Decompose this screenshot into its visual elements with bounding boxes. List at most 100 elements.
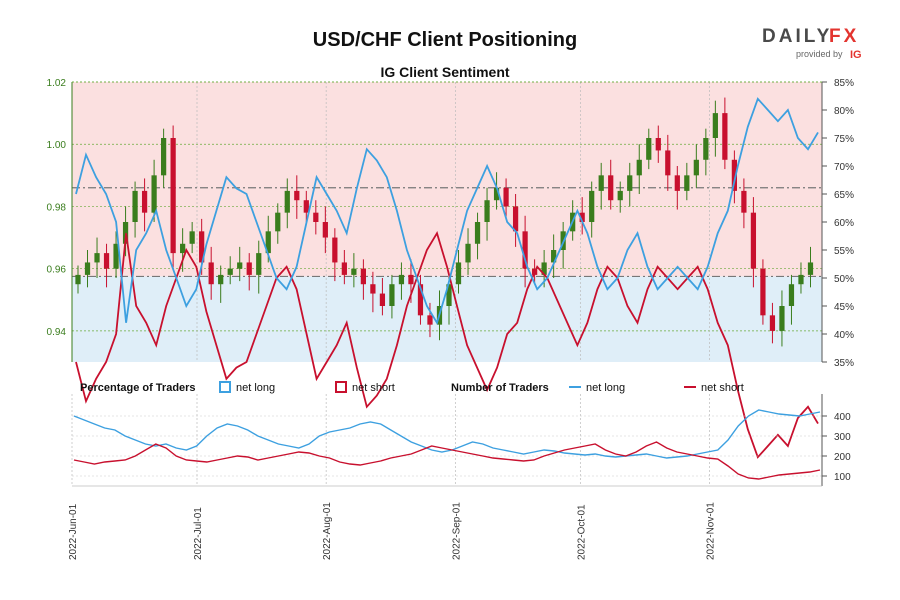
candle-body <box>113 243 119 269</box>
candle-body <box>379 293 386 306</box>
logo-ig: IG <box>850 49 862 61</box>
y-right-tick-label: 65% <box>834 190 854 201</box>
x-tick-label: 2022-Jun-01 <box>68 503 79 560</box>
x-tick-label: 2022-Sep-01 <box>451 502 462 560</box>
candle-body <box>646 138 652 160</box>
x-tick-label: 2022-Jul-01 <box>193 507 204 560</box>
candle-body <box>655 138 661 151</box>
candle-body <box>503 187 509 207</box>
candle-body <box>627 175 633 191</box>
price-candles <box>75 97 814 347</box>
legend-pct-long-label: net long <box>236 382 275 394</box>
candle-body <box>598 175 604 191</box>
candle-body <box>712 113 718 138</box>
candle-body <box>160 138 167 176</box>
pct-net-short-line <box>75 230 819 459</box>
legend-pct-header: Percentage of Traders <box>80 382 196 394</box>
legend-pct-long-swatch <box>219 381 231 393</box>
candle-body <box>227 268 233 275</box>
y-right-tick-label: 55% <box>834 246 854 257</box>
legend-num-long-label: net long <box>586 382 625 394</box>
y-left-tick-label: 0.94 <box>47 327 67 338</box>
candle-body <box>807 262 814 275</box>
y-left-tick-label: 1.02 <box>47 78 67 89</box>
y-right-tick-label: 75% <box>834 134 854 145</box>
x-tick-label: 2022-Nov-01 <box>706 502 717 560</box>
x-tick-label: 2022-Aug-01 <box>322 502 333 560</box>
candle-body <box>360 268 367 285</box>
candle-body <box>493 187 500 201</box>
y-right-tick-label: 80% <box>834 106 854 117</box>
logo-brand-right: FX <box>829 26 859 47</box>
candle-body <box>265 231 271 254</box>
candle-body <box>303 200 309 213</box>
candle-body <box>427 315 433 325</box>
candle-body <box>170 138 176 254</box>
candle-body <box>551 250 557 263</box>
candle-body <box>332 237 338 263</box>
candle-body <box>608 175 614 201</box>
logo-provided-by: provided by <box>796 49 843 59</box>
lower-y-tick-label: 200 <box>834 452 851 463</box>
lower-panel-grid <box>71 394 822 486</box>
candle-body <box>779 306 785 331</box>
reference-lines <box>72 187 822 278</box>
candle-body <box>741 190 747 213</box>
candle-body <box>408 274 414 285</box>
candle-body <box>541 262 547 275</box>
x-axis-labels: 2022-Jun-01 2022-Jul-01 2022-Aug-01 2022-Se… <box>68 502 717 560</box>
candle-body <box>703 138 709 160</box>
candle-body <box>141 190 148 213</box>
candle-body <box>208 262 214 285</box>
candle-body <box>465 243 471 263</box>
chart-subtitle: IG Client Sentiment <box>380 64 509 80</box>
legend-pct-short-label: net short <box>352 382 395 394</box>
lower-y-tick-label: 300 <box>834 432 851 443</box>
candle-body <box>522 231 528 269</box>
candle-body <box>798 274 804 285</box>
candle-body <box>617 190 623 201</box>
candle-body <box>769 315 776 331</box>
dailyfx-logo: DAILY FX provided by IG <box>762 26 862 61</box>
legend: Percentage of Traders net long net short… <box>80 381 744 394</box>
candle-body <box>389 284 395 306</box>
candle-body <box>760 268 766 316</box>
candle-body <box>484 200 490 222</box>
candle-body <box>122 222 129 244</box>
candle-body <box>75 274 81 285</box>
candle-body <box>313 212 319 222</box>
upper-panel-axes: 0.94 0.96 0.98 1.00 1.02 35% 40% 45% 50% 55% 60% 65… <box>47 78 855 369</box>
chart-title: USD/CHF Client Positioning <box>313 29 577 51</box>
y-left-tick-label: 0.96 <box>47 265 67 276</box>
candle-body <box>750 212 757 269</box>
candle-body <box>674 175 680 191</box>
y-right-tick-label: 70% <box>834 162 854 173</box>
candle-body <box>788 284 795 306</box>
y-right-tick-label: 40% <box>834 330 854 341</box>
x-tick-label: 2022-Oct-01 <box>576 504 587 560</box>
candle-body <box>370 284 376 294</box>
candle-body <box>199 231 205 263</box>
y-left-tick-label: 0.98 <box>47 202 67 213</box>
legend-num-short-label: net short <box>701 382 744 394</box>
lower-panel-axes: 100 200 300 400 <box>72 394 851 487</box>
pct-net-long-line <box>75 97 819 326</box>
candle-body <box>579 212 585 222</box>
lower-y-tick-label: 100 <box>834 472 851 483</box>
candle-body <box>722 113 728 160</box>
logo-brand-left: DAILY <box>762 26 832 47</box>
candle-body <box>589 190 595 222</box>
y-right-tick-label: 50% <box>834 274 854 285</box>
y-right-tick-label: 35% <box>834 358 854 369</box>
sentiment-lines <box>75 97 819 459</box>
candle-body <box>294 190 300 201</box>
candle-body <box>512 206 519 232</box>
candle-body <box>84 262 91 275</box>
candle-body <box>151 175 157 213</box>
candle-body <box>351 268 357 275</box>
candle-body <box>94 253 100 263</box>
candle-body <box>103 253 110 269</box>
legend-num-header: Number of Traders <box>451 382 549 394</box>
candle-body <box>180 243 186 254</box>
candle-body <box>665 150 671 176</box>
